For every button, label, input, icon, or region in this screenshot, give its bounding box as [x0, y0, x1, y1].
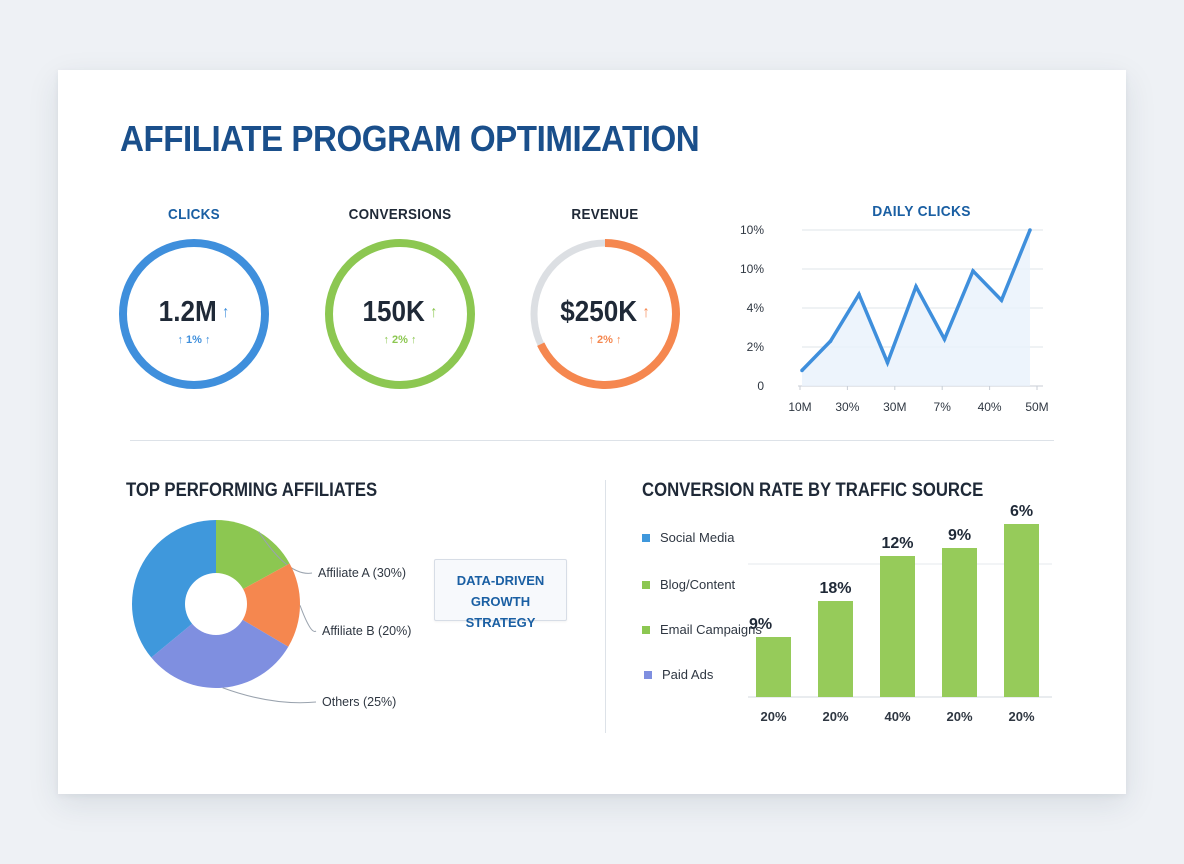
kpi-label: CONVERSIONS [348, 206, 452, 223]
legend-item: Paid Ads [642, 667, 713, 682]
legend-item: Blog/Content [642, 577, 735, 592]
data-point [971, 269, 975, 273]
data-point [828, 339, 833, 343]
affiliates-pie-chart: Affiliate A (30%) Affiliate B (20%) Others… [132, 520, 411, 709]
kpi-value-text: 1.2M [158, 296, 217, 328]
kpi-ring [530, 239, 680, 389]
data-point [800, 368, 804, 373]
kpi-value: 1.2M ↑ [122, 296, 266, 329]
kpi-value: 150K ↑ [328, 296, 472, 329]
legend-item: Social Media [642, 530, 734, 545]
daily-clicks-chart: 0 2% 4% 10% 10% 10M 30% 30M 7% 40% 50M [740, 223, 1049, 414]
y-tick-label: 2% [747, 340, 765, 354]
pie-slice [132, 520, 216, 658]
legend-label: Social Media [660, 530, 735, 545]
data-point [942, 337, 947, 341]
conversion-title: CONVERSION RATE BY TRAFFIC SOURCE [642, 480, 984, 501]
badge-line-2: GROWTH STRATEGY [465, 594, 536, 630]
page-title: AFFILIATE PROGRAM OPTIMIZATION [120, 118, 700, 159]
x-tick-label: 7% [934, 400, 952, 414]
y-tick-label: 10% [740, 223, 764, 237]
up-arrow-icon: ↑ [430, 304, 438, 322]
leader-line [222, 687, 317, 704]
kpi-change: ↑ 2% ↑ [383, 334, 417, 346]
ring-progress [325, 239, 475, 389]
kpi-ring [325, 239, 475, 389]
legend-label: Email Campaigns [660, 622, 762, 637]
bar-data-label: 9% [948, 527, 971, 544]
donut-hole [185, 573, 247, 635]
bar [880, 556, 915, 697]
data-point [999, 298, 1004, 302]
bar [942, 548, 977, 697]
bar-category-label: 40% [884, 709, 910, 724]
x-tick-label: 30% [835, 400, 859, 414]
kpi-label: REVENUE [571, 206, 639, 223]
area-fill [802, 230, 1030, 386]
leader-line [258, 531, 313, 574]
kpi-clicks: CLICKS 1.2M ↑ ↑ 1% ↑ [114, 206, 274, 389]
data-point [1028, 228, 1032, 232]
kpi-value: $250K ↑ [533, 296, 677, 329]
strategy-badge: DATA-DRIVEN GROWTH STRATEGY [434, 559, 567, 630]
kpi-value-text: $250K [560, 296, 638, 328]
kpi-revenue: REVENUE $250K ↑ ↑ 2% ↑ [525, 206, 685, 389]
up-arrow-icon: ↑ [642, 304, 650, 322]
slice-label: Affiliate B (20%) [322, 624, 411, 638]
pie-slice [151, 604, 289, 688]
data-point [914, 284, 918, 289]
legend-swatch [644, 670, 652, 679]
bar [1004, 524, 1039, 697]
legend-label: Blog/Content [660, 577, 736, 592]
ring-progress [537, 239, 680, 389]
x-tick-label: 10M [788, 400, 811, 414]
leader-line [299, 605, 317, 632]
kpi-ring [119, 239, 269, 389]
data-point [885, 360, 890, 365]
section-divider [130, 440, 1054, 441]
x-tick-label: 30M [883, 400, 906, 414]
legend-item: Email Campaigns [642, 622, 762, 637]
line-chart-title: DAILY CLICKS [872, 203, 971, 220]
bar [756, 637, 791, 697]
ring-progress [119, 239, 269, 389]
slice-label: Affiliate A (30%) [318, 566, 406, 580]
legend-swatch [642, 625, 650, 634]
dashboard-card: AFFILIATE PROGRAM OPTIMIZATION CLICKS 1.… [58, 70, 1126, 794]
pie-slice [216, 563, 300, 647]
up-arrow-icon: ↑ [222, 304, 230, 322]
kpi-label: CLICKS [168, 206, 220, 223]
kpi-conversions: CONVERSIONS 150K ↑ ↑ 2% ↑ [320, 206, 480, 389]
bar-category-label: 20% [760, 709, 786, 724]
legend-label: Paid Ads [662, 667, 714, 682]
bar-data-label: 9% [749, 616, 772, 633]
x-tick-label: 50M [1025, 400, 1048, 414]
kpi-change: ↑ 1% ↑ [177, 334, 211, 346]
legend-swatch [642, 533, 650, 542]
y-tick-label: 4% [747, 301, 765, 315]
bar-category-label: 20% [946, 709, 972, 724]
data-point [857, 292, 861, 297]
affiliates-title: TOP PERFORMING AFFILIATES [126, 480, 378, 501]
bar-data-label: 12% [881, 535, 913, 552]
bar [818, 601, 853, 697]
y-tick-label: 0 [757, 379, 764, 393]
conversion-bar-chart: 9% 20% 18% 20% 12% 40% 9% 20% 6% 20% [748, 503, 1052, 724]
legend-swatch [642, 580, 650, 589]
x-tick-label: 40% [978, 400, 1002, 414]
kpi-change: ↑ 2% ↑ [588, 334, 622, 346]
y-tick-label: 10% [740, 262, 764, 276]
kpi-value-text: 150K [362, 296, 425, 328]
bar-category-label: 20% [1008, 709, 1034, 724]
bar-category-label: 20% [822, 709, 848, 724]
bar-data-label: 6% [1010, 503, 1033, 520]
column-divider [605, 480, 606, 733]
badge-line-1: DATA-DRIVEN [456, 573, 545, 588]
bar-data-label: 18% [819, 580, 851, 597]
slice-label: Others (25%) [322, 695, 396, 709]
